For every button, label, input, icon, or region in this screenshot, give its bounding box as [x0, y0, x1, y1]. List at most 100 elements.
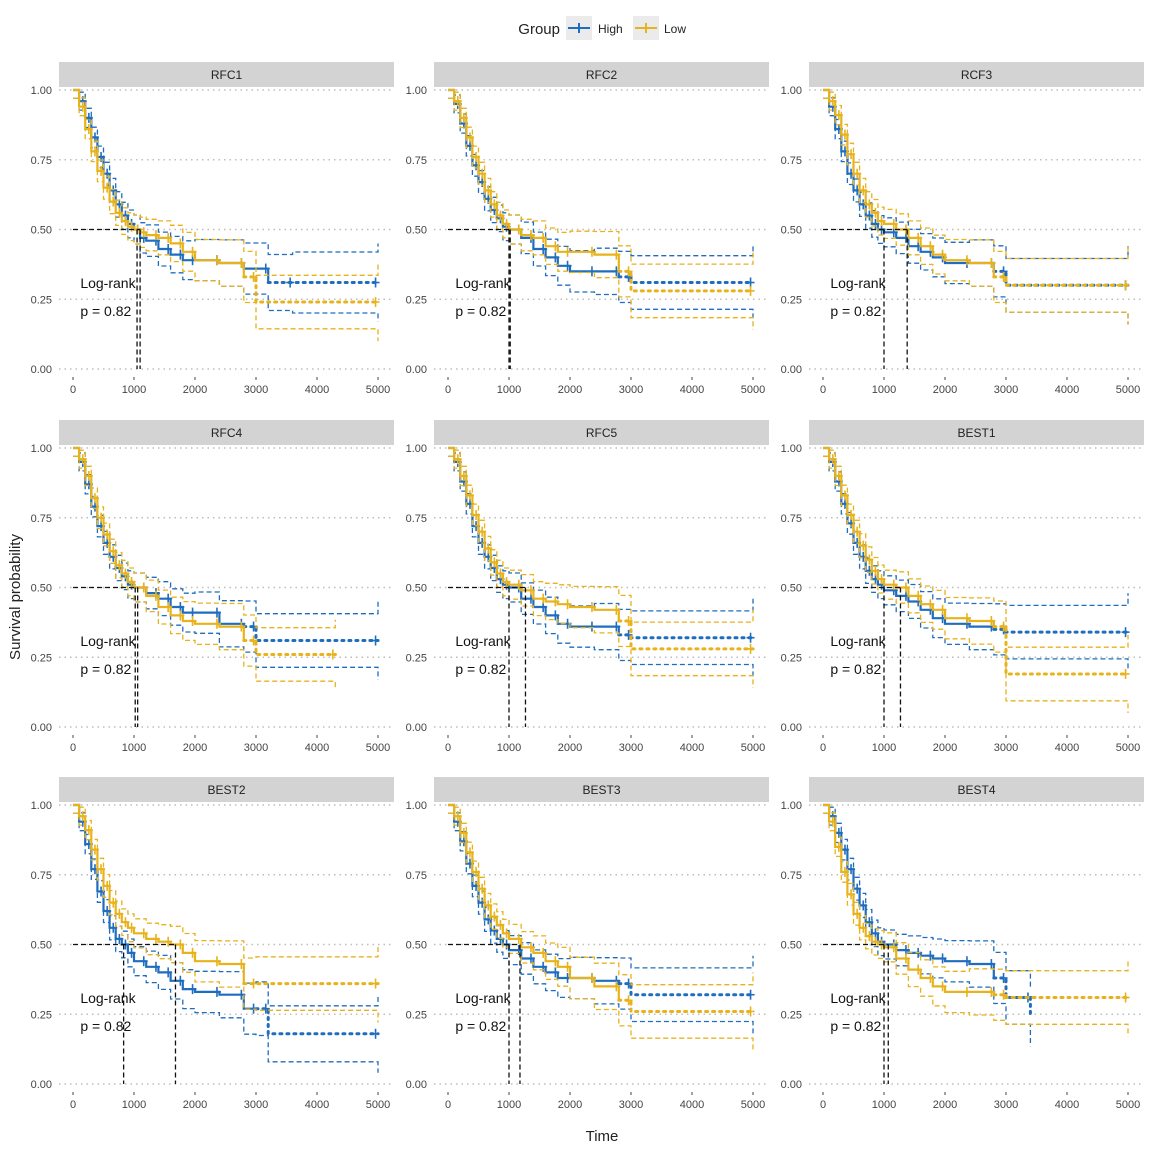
logrank-label: Log-rank	[830, 990, 886, 1006]
censor-mark-low	[853, 908, 862, 919]
panel-rfc1: RFC1 0.00 0.25 0.50 0.75 1.00 0 1000 2000 3000 400…	[31, 62, 394, 396]
censor-mark-low	[121, 917, 130, 928]
censor-mark-low	[115, 560, 124, 571]
censor-mark-low	[871, 207, 880, 218]
censor-mark-high	[164, 593, 173, 604]
y-tick-label: 0.75	[781, 870, 802, 882]
censor-mark-low	[484, 900, 493, 911]
censor-mark-low	[212, 618, 221, 629]
censor-mark-low	[889, 579, 898, 590]
y-tick-label: 0.00	[406, 1079, 427, 1091]
censor-mark-low	[151, 230, 160, 241]
panel-title: RFC5	[586, 426, 618, 440]
logrank-label: Log-rank	[80, 275, 136, 291]
panel-title: BEST2	[207, 783, 245, 797]
y-tick-label: 0.50	[31, 940, 52, 952]
censor-mark-low	[834, 470, 843, 481]
censor-mark-high	[587, 266, 596, 277]
pvalue-label: p = 0.82	[80, 661, 131, 677]
y-tick-label: 1.00	[781, 85, 802, 97]
censor-mark-low	[877, 216, 886, 227]
censor-mark-low	[889, 218, 898, 229]
ci-upper-high	[73, 447, 379, 615]
x-tick-label: 4000	[1055, 742, 1079, 754]
y-tick-label: 0.00	[781, 1079, 802, 1091]
censor-mark-low	[938, 981, 947, 992]
x-tick-label: 3000	[994, 384, 1018, 396]
censor-mark-high	[871, 928, 880, 939]
y-tick-label: 0.00	[781, 364, 802, 376]
ci-upper-low	[823, 89, 1129, 260]
censor-mark-low	[139, 582, 148, 593]
censor-mark-low	[490, 911, 499, 922]
logrank-label: Log-rank	[80, 633, 136, 649]
x-tick-label: 5000	[366, 1099, 390, 1111]
censor-mark-high	[962, 956, 971, 967]
censor-mark-high	[539, 244, 548, 255]
censor-mark-high	[176, 249, 185, 260]
censor-mark-low	[746, 285, 755, 296]
y-tick-label: 0.25	[781, 294, 802, 306]
x-tick-label: 0	[445, 384, 451, 396]
pvalue-label: p = 0.82	[830, 303, 881, 319]
censor-mark-low	[539, 232, 548, 243]
censor-mark-low	[526, 585, 535, 596]
censor-mark-low	[914, 964, 923, 975]
y-tick-label: 0.25	[406, 652, 427, 664]
panel-rfc2: RFC2 0.00 0.25 0.50 0.75 1.00 0 1000 2000 3000 400…	[406, 62, 769, 396]
ci-lower-low	[823, 97, 1129, 325]
censor-mark-low	[490, 557, 499, 568]
km-curve-high	[823, 446, 995, 630]
censor-mark-high	[164, 244, 173, 255]
panel-rfc4: RFC4 0.00 0.25 0.50 0.75 1.00 0 1000 2000 3000 400…	[31, 420, 394, 754]
censor-mark-low	[612, 604, 621, 615]
logrank-label: Log-rank	[455, 990, 511, 1006]
censor-mark-high	[261, 1003, 270, 1014]
y-tick-label: 0.00	[31, 364, 52, 376]
censor-mark-low	[962, 613, 971, 624]
ci-upper-low	[823, 447, 1129, 648]
censor-mark-low	[834, 110, 843, 121]
y-axis-label: Survival probability	[7, 534, 24, 660]
censor-mark-high	[261, 263, 270, 274]
censor-mark-low	[472, 866, 481, 877]
censor-mark-low	[249, 271, 258, 282]
censor-mark-low	[249, 978, 258, 989]
y-tick-label: 0.75	[781, 155, 802, 167]
censor-mark-low	[249, 635, 258, 646]
censor-mark-low	[1121, 668, 1130, 679]
censor-mark-low	[139, 227, 148, 238]
y-tick-label: 0.25	[31, 1009, 52, 1021]
censor-mark-high	[853, 883, 862, 894]
censor-mark-low	[624, 995, 633, 1006]
x-tick-label: 0	[820, 1099, 826, 1111]
censor-mark-low	[212, 956, 221, 967]
censor-mark-low	[840, 490, 849, 501]
y-tick-label: 0.25	[406, 294, 427, 306]
censor-mark-high	[539, 602, 548, 613]
censor-mark-low	[999, 271, 1008, 282]
x-tick-label: 0	[820, 742, 826, 754]
ci-upper-low	[73, 89, 379, 276]
panel-rcf3: RCF3 0.00 0.25 0.50 0.75 1.00 0 1000 2000 3000 400…	[781, 62, 1144, 396]
y-tick-label: 0.00	[406, 364, 427, 376]
y-tick-label: 1.00	[781, 443, 802, 455]
x-tick-label: 2000	[183, 742, 207, 754]
censor-mark-low	[109, 897, 118, 908]
censor-mark-low	[478, 526, 487, 537]
x-tick-label: 5000	[741, 1099, 765, 1111]
censor-mark-low	[926, 972, 935, 983]
x-tick-label: 4000	[680, 384, 704, 396]
x-tick-label: 1000	[122, 1099, 146, 1111]
censor-mark-low	[847, 149, 856, 160]
censor-mark-low	[151, 933, 160, 944]
censor-mark-high	[865, 210, 874, 221]
censor-mark-low	[84, 124, 93, 135]
censor-mark-low	[938, 604, 947, 615]
ci-upper-high	[73, 804, 379, 1007]
censor-mark-low	[828, 96, 837, 107]
panel-strip	[434, 420, 769, 445]
censor-mark-low	[84, 470, 93, 481]
pvalue-label: p = 0.82	[80, 1018, 131, 1034]
km-curve-high	[448, 88, 620, 277]
